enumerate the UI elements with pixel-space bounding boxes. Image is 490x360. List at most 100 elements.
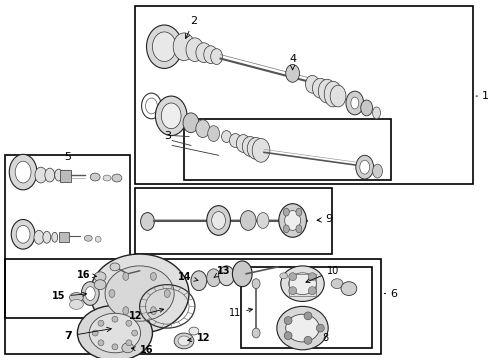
- Ellipse shape: [178, 336, 190, 346]
- Text: 13: 13: [214, 266, 230, 278]
- Ellipse shape: [173, 33, 195, 60]
- Ellipse shape: [105, 266, 174, 321]
- Ellipse shape: [196, 43, 212, 63]
- Ellipse shape: [283, 225, 289, 233]
- Ellipse shape: [304, 336, 312, 344]
- Ellipse shape: [242, 136, 258, 156]
- Ellipse shape: [15, 161, 31, 183]
- Ellipse shape: [52, 232, 58, 242]
- Ellipse shape: [109, 289, 115, 297]
- Ellipse shape: [247, 138, 265, 159]
- Ellipse shape: [183, 113, 199, 132]
- Ellipse shape: [189, 327, 199, 335]
- Ellipse shape: [9, 154, 37, 190]
- Ellipse shape: [98, 320, 104, 326]
- Text: 16: 16: [77, 270, 97, 280]
- Ellipse shape: [252, 279, 260, 289]
- Ellipse shape: [317, 324, 324, 332]
- Ellipse shape: [296, 225, 302, 233]
- Ellipse shape: [240, 211, 256, 230]
- Ellipse shape: [229, 134, 241, 148]
- Ellipse shape: [85, 287, 95, 301]
- Ellipse shape: [361, 100, 372, 116]
- Ellipse shape: [132, 330, 138, 336]
- Ellipse shape: [289, 287, 296, 294]
- Ellipse shape: [279, 204, 306, 237]
- Ellipse shape: [94, 280, 106, 289]
- Ellipse shape: [152, 32, 176, 62]
- Ellipse shape: [313, 78, 328, 98]
- Text: 2: 2: [186, 16, 197, 39]
- Ellipse shape: [208, 126, 220, 141]
- Ellipse shape: [112, 174, 122, 182]
- Ellipse shape: [164, 289, 170, 297]
- Ellipse shape: [280, 273, 288, 279]
- Text: 5: 5: [64, 152, 71, 162]
- Text: 3: 3: [164, 131, 171, 140]
- Ellipse shape: [286, 64, 299, 82]
- Ellipse shape: [103, 175, 111, 181]
- Ellipse shape: [289, 273, 296, 281]
- Ellipse shape: [286, 314, 319, 342]
- Ellipse shape: [186, 38, 204, 62]
- Bar: [241, 267, 371, 348]
- Ellipse shape: [211, 49, 222, 64]
- Ellipse shape: [92, 330, 98, 336]
- Ellipse shape: [257, 212, 269, 228]
- Text: 16: 16: [131, 345, 153, 355]
- Ellipse shape: [161, 103, 181, 129]
- Ellipse shape: [110, 263, 120, 271]
- Ellipse shape: [112, 344, 118, 350]
- Ellipse shape: [122, 343, 134, 353]
- Text: 12: 12: [129, 308, 164, 321]
- Polygon shape: [61, 170, 71, 180]
- Ellipse shape: [70, 300, 83, 309]
- Ellipse shape: [207, 269, 220, 287]
- Ellipse shape: [296, 208, 302, 216]
- Text: 11: 11: [229, 308, 252, 318]
- Bar: [184, 119, 392, 180]
- Bar: [5, 155, 130, 318]
- Ellipse shape: [212, 212, 225, 229]
- Bar: [289, 274, 317, 296]
- Ellipse shape: [191, 271, 207, 291]
- Ellipse shape: [232, 261, 252, 287]
- Ellipse shape: [155, 96, 187, 136]
- Ellipse shape: [123, 273, 129, 280]
- Ellipse shape: [207, 206, 230, 235]
- Ellipse shape: [305, 75, 319, 93]
- Ellipse shape: [331, 279, 343, 289]
- Ellipse shape: [284, 332, 292, 339]
- Text: 6: 6: [391, 288, 397, 298]
- Ellipse shape: [43, 231, 51, 243]
- Ellipse shape: [142, 93, 161, 119]
- Ellipse shape: [35, 167, 47, 183]
- Text: 12: 12: [188, 333, 210, 343]
- Ellipse shape: [55, 169, 63, 181]
- Ellipse shape: [196, 120, 210, 138]
- Ellipse shape: [351, 97, 359, 109]
- Ellipse shape: [289, 273, 317, 294]
- Ellipse shape: [95, 236, 101, 242]
- Ellipse shape: [94, 272, 106, 282]
- Ellipse shape: [147, 25, 182, 68]
- Ellipse shape: [90, 254, 189, 333]
- Bar: [135, 6, 473, 184]
- Ellipse shape: [45, 168, 55, 182]
- Bar: [5, 259, 382, 354]
- Ellipse shape: [150, 273, 156, 280]
- Text: 10: 10: [306, 266, 340, 283]
- Ellipse shape: [281, 266, 324, 301]
- Text: 9: 9: [317, 215, 332, 225]
- Ellipse shape: [252, 139, 270, 162]
- Ellipse shape: [112, 316, 118, 322]
- Ellipse shape: [372, 107, 381, 119]
- Text: 14: 14: [178, 272, 198, 282]
- Bar: [135, 188, 332, 254]
- Ellipse shape: [98, 340, 104, 346]
- Ellipse shape: [277, 306, 328, 350]
- Text: 8: 8: [322, 333, 328, 343]
- Ellipse shape: [84, 235, 92, 241]
- Ellipse shape: [285, 211, 300, 230]
- Ellipse shape: [11, 220, 35, 249]
